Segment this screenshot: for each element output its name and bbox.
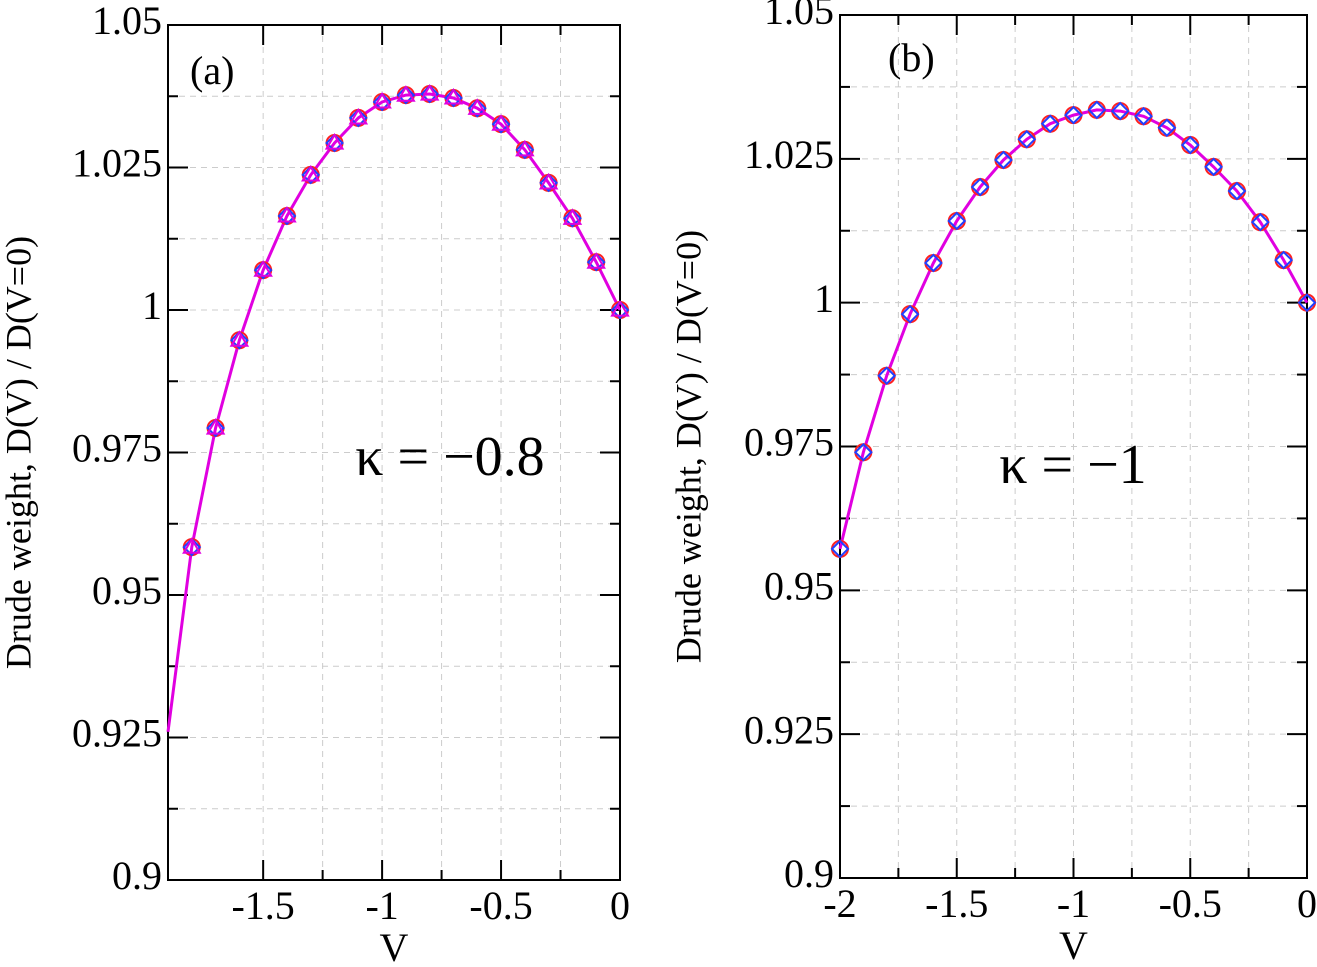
x-tick-label: -0.5: [469, 883, 532, 928]
marker: [1274, 250, 1294, 270]
marker: [277, 205, 297, 223]
marker: [467, 98, 488, 115]
marker: [586, 252, 606, 272]
marker: [491, 114, 511, 131]
marker: [182, 537, 202, 554]
marker: [1040, 114, 1060, 134]
marker: [1017, 129, 1037, 149]
marker: [396, 85, 416, 102]
x-tick-label: -1.5: [925, 881, 988, 926]
marker: [1087, 100, 1107, 120]
x-tick-label: -1.5: [231, 883, 294, 928]
x-tick-label: -1: [365, 883, 398, 928]
y-tick-label: 1.05: [92, 0, 162, 43]
marker: [372, 92, 392, 112]
marker: [538, 172, 559, 190]
y-tick-label: 0.95: [764, 564, 834, 609]
marker: [372, 91, 392, 109]
marker: [300, 164, 321, 182]
marker: [301, 165, 321, 185]
marker: [253, 260, 273, 280]
marker: [396, 85, 416, 105]
marker: [515, 139, 535, 157]
panel-label: (a): [190, 48, 234, 93]
marker: [324, 133, 345, 150]
y-tick-label: 0.925: [72, 711, 162, 756]
panel: -1.5 -1 -0.5 0 0.9 0.925 0.95 0.975 1 1.025 1.05 (a…: [0, 0, 630, 967]
marker: [444, 88, 463, 108]
marker: [994, 150, 1013, 170]
y-tick-label: 0.975: [72, 426, 162, 471]
marker: [491, 114, 511, 134]
marker: [1227, 181, 1247, 201]
data-line: [166, 92, 622, 732]
marker: [1297, 293, 1317, 313]
y-tick-label: 1.025: [744, 132, 834, 177]
plot-frame: [839, 14, 1308, 879]
marker: [325, 133, 344, 153]
y-tick-label: 0.9: [784, 851, 834, 896]
marker: [539, 173, 559, 193]
marker: [1064, 105, 1083, 125]
plot-frame: [167, 24, 621, 881]
marker: [853, 442, 873, 462]
y-tick-label: 1.05: [764, 0, 834, 33]
x-tick-label: -2: [823, 881, 856, 926]
y-axis-label: Drude weight, D(V) / D(V=0): [0, 236, 38, 669]
marker: [348, 108, 368, 128]
panel: -2 -1.5 -1 -0.5 0 0.9 0.925 0.95 0.975 1 1.025 1.05…: [668, 0, 1317, 967]
marker: [253, 260, 273, 277]
marker: [610, 300, 630, 320]
panel-label: (b): [888, 35, 935, 80]
y-tick-label: 1.025: [72, 141, 162, 186]
marker: [1157, 118, 1177, 138]
marker: [420, 84, 440, 104]
marker: [562, 208, 583, 225]
y-tick-label: 0.95: [92, 568, 162, 613]
y-axis-label: Drude weight, D(V) / D(V=0): [668, 230, 708, 663]
marker: [900, 304, 920, 324]
marker: [947, 211, 967, 231]
x-tick-label: -0.5: [1159, 881, 1222, 926]
marker: [830, 539, 850, 559]
data-line: [838, 108, 1309, 550]
x-axis-label: V: [380, 925, 409, 967]
marker: [419, 83, 440, 101]
marker: [229, 330, 249, 350]
y-tick-label: 1: [142, 283, 162, 328]
marker: [610, 300, 630, 317]
marker: [467, 98, 487, 118]
marker: [206, 418, 225, 438]
y-tick-label: 1: [814, 276, 834, 321]
x-tick-label: 0: [610, 883, 630, 928]
marker: [348, 107, 369, 125]
annotation: κ = −0.8: [355, 426, 544, 488]
y-tick-label: 0.975: [744, 420, 834, 465]
x-tick-label: 0: [1297, 881, 1317, 926]
marker: [586, 252, 606, 269]
marker: [877, 366, 897, 386]
marker: [970, 177, 990, 197]
marker: [563, 208, 582, 228]
marker: [923, 253, 943, 273]
marker: [1110, 101, 1130, 121]
marker: [515, 140, 535, 160]
y-tick-label: 0.9: [112, 853, 162, 898]
x-axis-label: V: [1059, 923, 1088, 967]
marker: [443, 87, 464, 105]
x-tick-label: -1: [1057, 881, 1090, 926]
marker: [1134, 106, 1153, 126]
marker: [229, 330, 250, 347]
marker: [1250, 212, 1270, 232]
y-tick-label: 0.925: [744, 707, 834, 752]
marker: [205, 418, 226, 435]
marker: [182, 537, 202, 557]
marker: [1204, 157, 1224, 177]
annotation: κ = −1: [999, 434, 1146, 496]
marker: [277, 206, 297, 226]
marker: [1180, 135, 1200, 155]
